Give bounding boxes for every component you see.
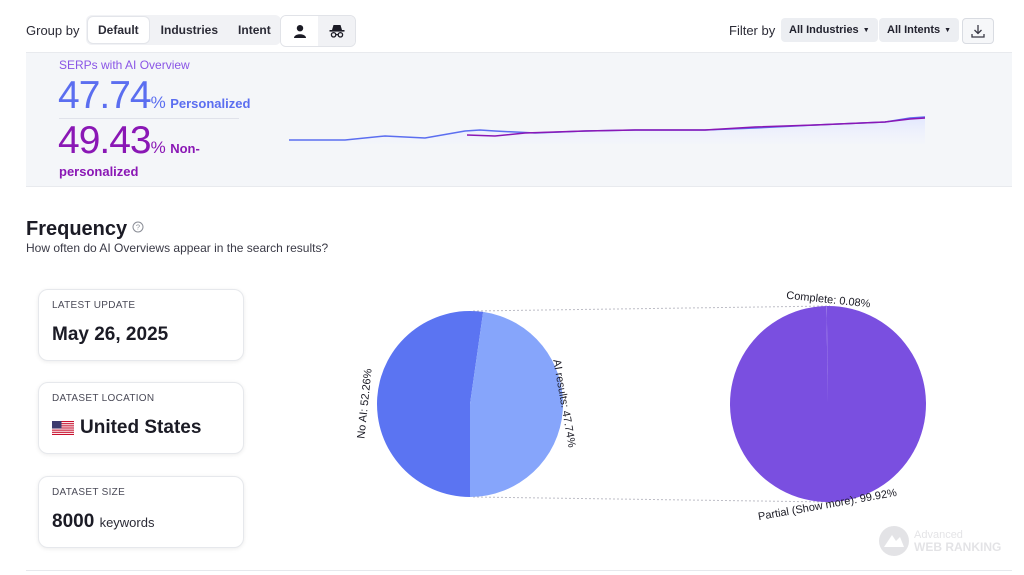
sparkline-area [289,117,925,144]
section-divider [26,570,1012,571]
latest-update-card: LATEST UPDATE May 26, 2025 [38,289,244,361]
incognito-view-button[interactable] [318,16,355,46]
question-circle-icon[interactable]: ? [132,221,144,233]
us-flag-icon [52,420,74,435]
personalized-label: Personalized [170,96,251,111]
dataset-location-value: United States [80,417,202,438]
dataset-location-card: DATASET LOCATION United States [38,382,244,454]
nonpersonalized-label-line1: Non- [170,141,200,156]
nonpersonalized-label-line2: personalized [59,164,139,179]
ai-presence-pie: No AI: 52.26% AI results: 47.74% [355,310,578,497]
filter-by-label: Filter by [729,23,776,38]
group-intent-button[interactable]: Intent [238,23,271,37]
frequency-charts: No AI: 52.26% AI results: 47.74% Complete… [355,290,926,520]
group-by-segmented-control: Default Industries Intent [86,15,281,45]
dataset-size-card: DATASET SIZE 8000 keywords [38,476,244,548]
group-default-button[interactable]: Default [88,17,149,43]
dataset-size-title: DATASET SIZE [52,487,126,498]
watermark-line2: WEB RANKING [914,540,1002,554]
personalized-value: 47.74 [58,74,152,117]
nonpersonalized-percent: % [150,138,166,157]
awr-logo-icon [879,526,909,556]
dataset-size-row: 8000 keywords [52,511,154,533]
dataset-location-row: United States [52,417,201,439]
pie-slice-complete[interactable] [826,306,828,404]
industries-select[interactable]: All Industries ▼ [781,18,878,42]
connector-line-top [472,305,831,312]
nonpersonalized-stat: 49.43% Non- [58,119,200,163]
personalized-view-button[interactable] [281,16,318,46]
download-icon [971,25,985,38]
intents-select[interactable]: All Intents ▼ [879,18,960,42]
pie-label-no-ai: No AI: 52.26% [355,368,374,439]
group-by-label: Group by [26,23,80,38]
pie-slice-no-ai[interactable] [376,310,484,497]
chevron-down-icon: ▼ [862,26,870,34]
incognito-icon [329,25,344,38]
frequency-title: Frequency [26,218,128,240]
watermark-line1: Advanced [914,529,963,541]
download-button[interactable] [962,18,994,44]
personalization-toggle [280,15,356,47]
chevron-down-icon: ▼ [944,26,952,34]
frequency-subtitle: How often do AI Overviews appear in the … [26,241,329,255]
summary-title: SERPs with AI Overview [59,58,190,72]
dataset-size-unit: keywords [99,515,155,530]
stat-divider [59,118,239,119]
svg-text:?: ? [136,223,140,232]
frequency-heading: Frequency ? [26,218,144,241]
pie-slice-ai-results[interactable] [470,311,563,497]
summary-panel [26,52,1012,187]
industries-select-value: All Industries [789,24,859,36]
personalized-stat: 47.74% Personalized [58,74,250,118]
personalized-percent: % [150,93,166,112]
group-industries-button[interactable]: Industries [160,23,219,37]
dataset-location-title: DATASET LOCATION [52,393,155,404]
trend-sparkline [289,116,926,144]
person-icon [293,25,306,38]
ai-completeness-pie: Complete: 0.08%Partial (Show more): 99.9… [729,290,926,520]
intents-select-value: All Intents [887,24,941,36]
latest-update-value: May 26, 2025 [52,324,169,345]
connector-line-bottom [472,496,831,503]
nonpersonalized-trend-line [466,117,926,137]
pie-slice-partial-show-more-[interactable] [729,306,926,502]
advanced-web-ranking-watermark: Advanced WEB RANKING [878,525,1001,557]
nonpersonalized-value: 49.43 [58,119,152,162]
latest-update-title: LATEST UPDATE [52,300,136,311]
dataset-size-value: 8000 [52,511,95,532]
